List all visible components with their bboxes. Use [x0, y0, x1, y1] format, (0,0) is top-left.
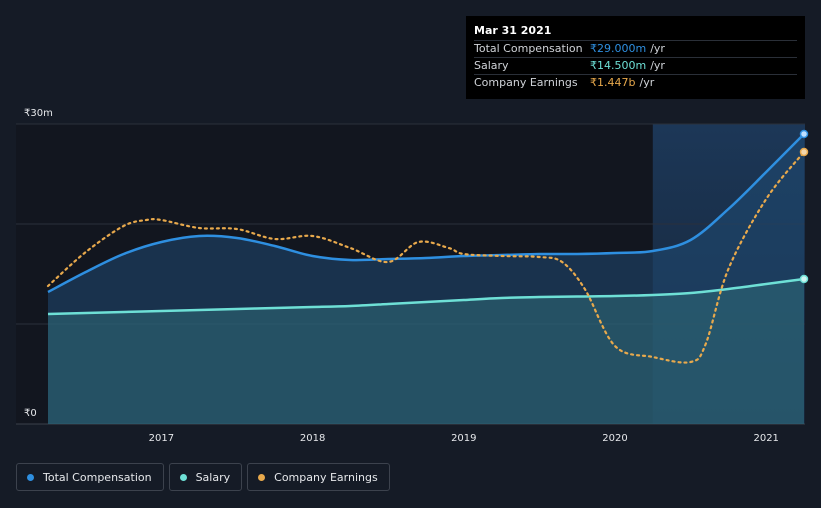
- tooltip-value: ₹29.000m: [590, 42, 647, 55]
- total-compensation-end-marker: [799, 129, 809, 139]
- company-earnings-line: [46, 150, 806, 364]
- tooltip-unit: /yr: [650, 59, 665, 72]
- company-earnings-end-marker: [799, 147, 809, 157]
- y-axis-label: ₹30m: [24, 108, 53, 119]
- data-tooltip: Mar 31 2021 Total Compensation ₹29.000m …: [466, 16, 805, 99]
- legend-label: Salary: [195, 470, 231, 484]
- tooltip-unit: /yr: [650, 42, 665, 55]
- tooltip-row-total: Total Compensation ₹29.000m /yr: [474, 40, 797, 57]
- tooltip-row-earnings: Company Earnings ₹1.447b /yr: [474, 74, 797, 91]
- legend-item-total-compensation[interactable]: Total Compensation: [16, 463, 164, 491]
- total-compensation-line: [47, 133, 805, 294]
- tooltip-label: Total Compensation: [474, 42, 583, 55]
- legend-item-company-earnings[interactable]: Company Earnings: [247, 463, 390, 491]
- x-axis-label: 2017: [149, 433, 174, 444]
- salary-dot-icon: [179, 473, 187, 481]
- salary-end-marker: [799, 274, 809, 284]
- tooltip-label: Salary: [474, 59, 509, 72]
- tooltip-value: ₹1.447b: [590, 76, 636, 89]
- tooltip-value: ₹14.500m: [590, 59, 647, 72]
- x-axis-label: 2021: [753, 433, 778, 444]
- legend-label: Total Compensation: [43, 470, 152, 484]
- legend-item-salary[interactable]: Salary: [168, 463, 243, 491]
- x-axis-label: 2019: [451, 433, 476, 444]
- company-earnings-dot-icon: [258, 473, 266, 481]
- tooltip-row-salary: Salary ₹14.500m /yr: [474, 57, 797, 74]
- x-axis-label: 2020: [602, 433, 627, 444]
- x-axis-label: 2018: [300, 433, 325, 444]
- total-compensation-dot-icon: [27, 473, 34, 481]
- tooltip-unit: /yr: [639, 76, 655, 89]
- salary-line: [47, 277, 805, 316]
- legend-label: Company Earnings: [274, 470, 378, 484]
- tooltip-label: Company Earnings: [474, 76, 578, 89]
- y-axis-label: ₹0: [24, 408, 37, 419]
- salary-area: [48, 279, 804, 424]
- chart-legend: Total Compensation Salary Company Earnin…: [16, 463, 390, 491]
- tooltip-date: Mar 31 2021: [474, 24, 552, 37]
